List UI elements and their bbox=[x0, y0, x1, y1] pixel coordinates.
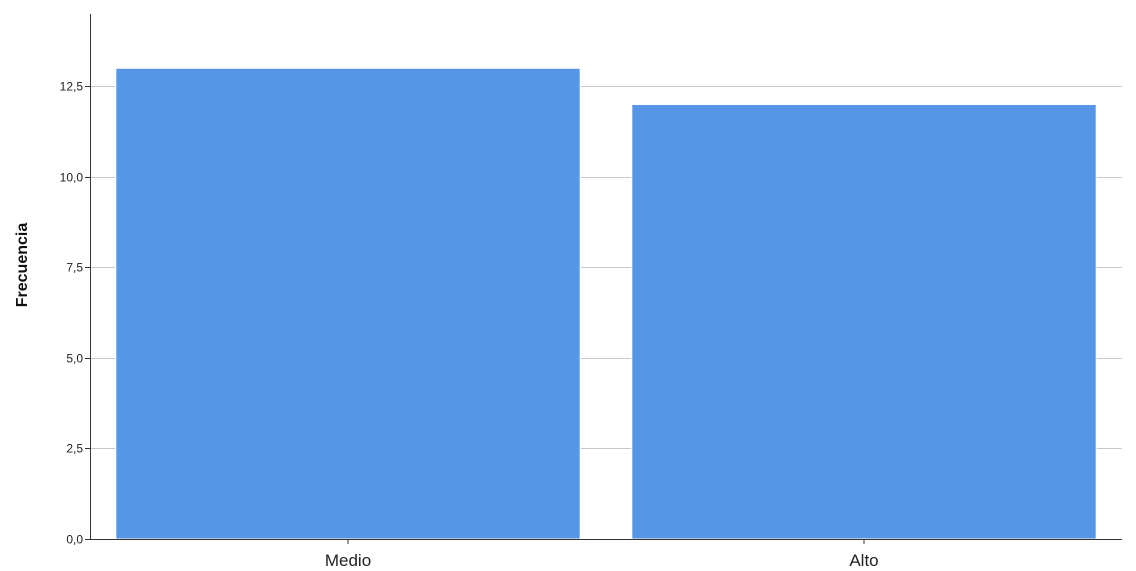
y-tick-label: 0,0 bbox=[66, 533, 83, 547]
y-tick-labels: 0,0 2,5 5,0 7,5 10,0 12,5 bbox=[60, 80, 84, 547]
x-category-label: Alto bbox=[849, 551, 878, 570]
y-axis-title: Frecuencia bbox=[14, 223, 31, 308]
bar-alto bbox=[631, 104, 1097, 540]
y-tick-label: 2,5 bbox=[66, 442, 83, 456]
y-tick-label: 10,0 bbox=[60, 171, 84, 185]
axes bbox=[85, 14, 1122, 544]
x-category-label: Medio bbox=[325, 551, 371, 570]
bars bbox=[115, 67, 1097, 540]
x-category-labels: Medio Alto bbox=[325, 551, 879, 570]
y-tick-label: 7,5 bbox=[66, 261, 83, 275]
y-tick-label: 12,5 bbox=[60, 80, 84, 94]
y-tick-label: 5,0 bbox=[66, 352, 83, 366]
bar-medio bbox=[115, 67, 581, 540]
